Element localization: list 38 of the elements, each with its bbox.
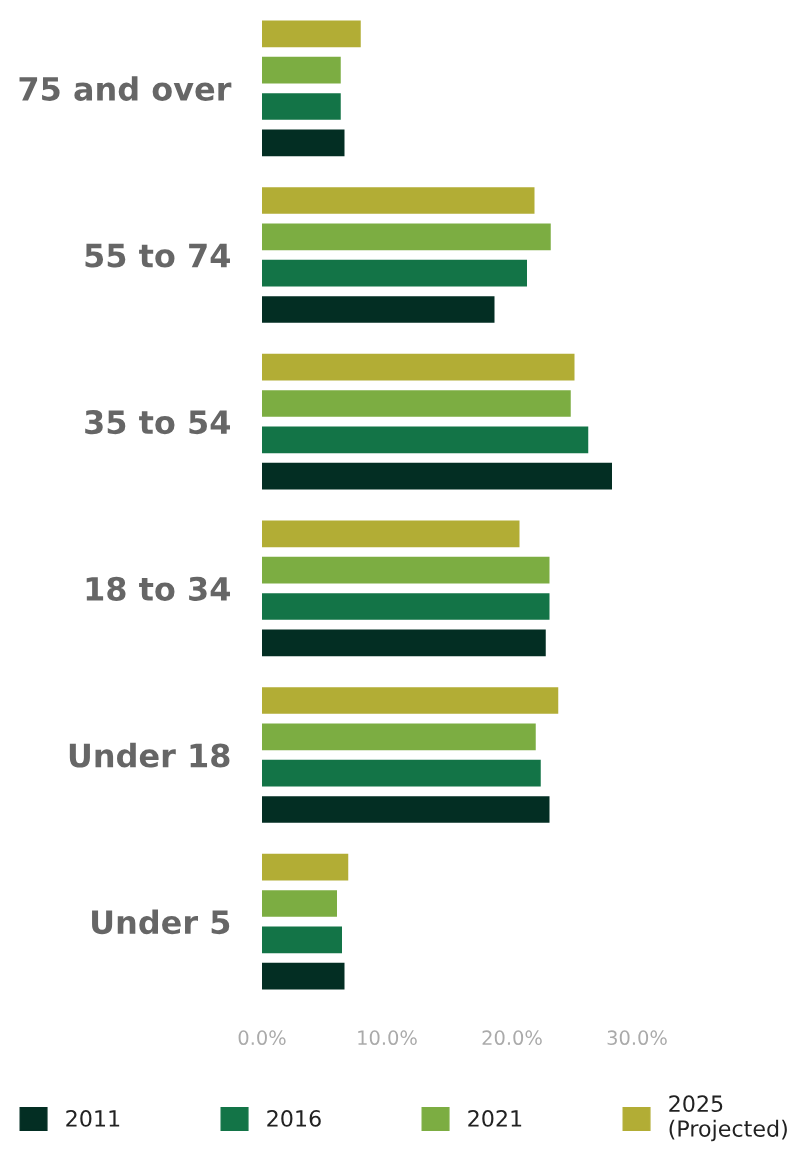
y-tick-label: 75 and over [19,76,232,101]
bar [262,129,345,157]
bar [262,20,361,48]
bar [262,296,495,323]
bar [262,723,536,751]
bar [262,926,342,954]
bar [262,593,550,620]
bar [262,93,341,120]
bar [262,890,337,917]
bar [262,796,550,823]
y-tick-label: Under 5 [92,909,230,935]
y-tick-label: 35 to 54 [85,410,230,435]
legend-label: 2011 [66,1110,120,1127]
bar [262,390,571,417]
legend-label: 2025 (Projected) [669,1095,787,1142]
y-tick-label: 18 to 34 [86,576,230,601]
bar [262,259,527,287]
x-tick-label: 10.0% [358,1030,417,1046]
y-tick-label: Under 18 [69,742,230,768]
bar [262,223,551,251]
legend-label: 2016 [267,1110,321,1127]
x-tick-label: 30.0% [607,1030,667,1046]
bar [262,353,575,381]
bar [262,687,559,714]
x-tick-label: 0.0% [238,1030,286,1046]
bar [262,187,535,214]
bar [262,56,341,84]
bar [262,962,345,990]
y-tick-label: 55 to 74 [85,243,230,268]
bar [262,853,349,881]
x-tick-label: 20.0% [482,1030,542,1046]
bar [262,520,520,548]
bar [262,629,546,657]
bar [262,759,541,787]
legend-label: 2021 [468,1110,522,1127]
bar [262,556,550,584]
bar [262,426,589,454]
bar [262,462,612,490]
